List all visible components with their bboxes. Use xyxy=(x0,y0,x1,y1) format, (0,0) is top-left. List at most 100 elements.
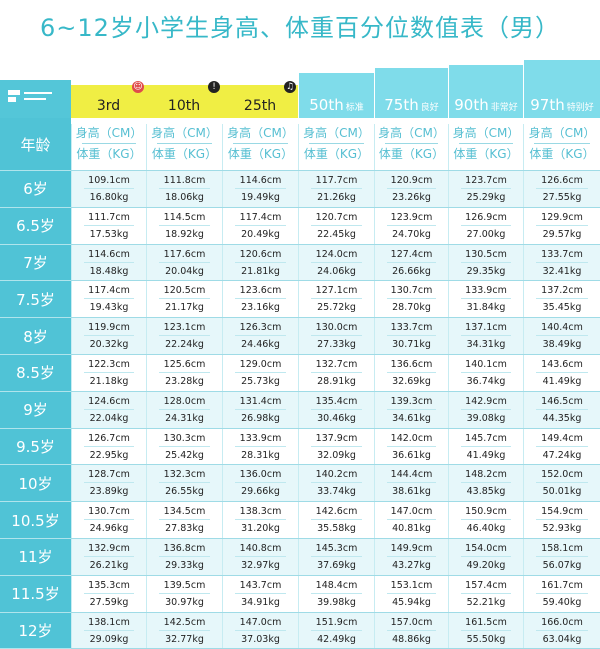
weight-value: 26.98kg xyxy=(241,412,280,424)
height-value: 117.7cm xyxy=(315,175,358,186)
weight-label: 体重（KG） xyxy=(378,147,445,161)
table-cell: 123.6cm 23.16kg xyxy=(222,281,298,319)
measure-subheader: 身高（CM） 体重（KG） xyxy=(523,124,600,171)
height-value: 131.4cm xyxy=(239,395,282,407)
height-value: 139.3cm xyxy=(390,395,433,407)
height-value: 142.0cm xyxy=(390,432,433,444)
weight-value: 19.49kg xyxy=(241,192,280,203)
age-label: 11岁 xyxy=(0,539,71,576)
weight-value: 20.04kg xyxy=(165,265,204,277)
weight-value: 24.96kg xyxy=(89,523,129,535)
weight-value: 41.49kg xyxy=(542,376,582,387)
weight-label: 体重（KG） xyxy=(303,147,370,161)
weight-value: 39.98kg xyxy=(317,596,356,608)
height-value: 111.7cm xyxy=(88,211,130,223)
row-divider xyxy=(71,280,600,282)
height-value: 137.1cm xyxy=(465,322,507,334)
percentile-header-97th: 97th 特别好 xyxy=(523,60,600,118)
height-value: 133.7cm xyxy=(390,322,433,334)
table-cell: 130.7cm 28.70kg xyxy=(374,281,448,319)
percentile-tag: 良好 xyxy=(420,103,439,113)
cell-divider xyxy=(235,372,286,373)
table-cell: 132.3cm 26.55kg xyxy=(146,465,222,503)
weight-value: 23.16kg xyxy=(241,302,280,314)
cell-divider xyxy=(311,335,362,337)
cell-divider xyxy=(387,372,436,373)
table-cell: 161.7cm 59.40kg xyxy=(523,575,600,613)
cell-divider xyxy=(536,482,588,484)
height-value: 120.9cm xyxy=(390,175,433,186)
height-value: 140.8cm xyxy=(239,543,282,554)
weight-value: 59.40kg xyxy=(542,596,582,608)
subheader-divider xyxy=(233,143,288,144)
table-cell: 151.9cm 42.49kg xyxy=(298,612,374,649)
weight-value: 29.35kg xyxy=(466,265,506,277)
cell-divider xyxy=(235,592,286,594)
table-cell: 137.1cm 34.31kg xyxy=(448,318,523,355)
weight-value: 45.94kg xyxy=(392,596,431,608)
weight-value: 31.84kg xyxy=(466,302,506,314)
age-label: 9岁 xyxy=(0,392,71,429)
age-label: 9.5岁 xyxy=(0,429,71,466)
table-cell: 153.1cm 45.94kg xyxy=(374,575,448,613)
height-value: 127.4cm xyxy=(390,248,433,260)
weight-value: 43.27kg xyxy=(392,560,431,571)
height-value: 161.7cm xyxy=(541,579,583,591)
cell-divider xyxy=(536,188,588,189)
table-cell: 140.1cm 36.74kg xyxy=(448,355,523,392)
cell-divider xyxy=(536,224,588,226)
row-divider xyxy=(71,574,600,576)
table-cell: 157.4cm 52.21kg xyxy=(448,575,523,613)
weight-value: 28.31kg xyxy=(241,449,280,461)
weight-value: 16.80kg xyxy=(89,192,129,203)
table-cell: 129.9cm 29.57kg xyxy=(523,207,600,245)
subheader-divider xyxy=(157,143,212,144)
height-value: 130.5cm xyxy=(465,248,507,260)
weight-value: 29.33kg xyxy=(165,560,204,571)
height-value: 126.3cm xyxy=(239,322,282,334)
height-value: 154.0cm xyxy=(465,543,507,554)
height-value: 120.5cm xyxy=(163,285,206,297)
height-value: 114.6cm xyxy=(88,248,130,260)
table-cell: 126.9cm 27.00kg xyxy=(448,207,523,245)
measure-subheader: 身高（CM） 体重（KG） xyxy=(298,124,374,171)
cell-divider xyxy=(311,188,362,189)
weight-value: 25.72kg xyxy=(317,302,356,314)
height-value: 149.9cm xyxy=(390,543,433,554)
height-value: 120.6cm xyxy=(239,248,282,260)
table-cell: 150.9cm 46.40kg xyxy=(448,502,523,539)
cell-divider xyxy=(235,556,286,557)
cell-divider xyxy=(536,629,588,631)
table-cell: 125.6cm 23.28kg xyxy=(146,355,222,392)
cell-divider xyxy=(159,519,210,521)
percentile-header-50th: 50th 标准 xyxy=(298,73,374,118)
subheader-divider xyxy=(82,143,136,144)
cell-divider xyxy=(461,592,511,594)
height-value: 140.2cm xyxy=(315,469,358,481)
percentile-header-25th: 25th xyxy=(222,85,298,118)
table-cell: 120.7cm 22.45kg xyxy=(298,207,374,245)
height-value: 136.0cm xyxy=(239,469,282,481)
table-cell: 126.6cm 27.55kg xyxy=(523,171,600,208)
table-cell: 136.8cm 29.33kg xyxy=(146,539,222,576)
cell-divider xyxy=(311,445,362,447)
weight-value: 31.20kg xyxy=(241,523,280,535)
page-title: 6~12岁小学生身高、体重百分位数值表（男） xyxy=(40,14,560,42)
cell-divider xyxy=(536,372,588,373)
height-value: 133.7cm xyxy=(541,248,583,260)
table-cell: 140.8cm 32.97kg xyxy=(222,539,298,576)
weight-value: 37.03kg xyxy=(241,633,280,645)
age-label: 8岁 xyxy=(0,318,71,355)
table-cell: 152.0cm 50.01kg xyxy=(523,465,600,503)
row-divider xyxy=(71,501,600,503)
weight-label: 体重（KG） xyxy=(151,147,218,161)
height-value: 120.7cm xyxy=(315,211,358,223)
table-cell: 129.0cm 25.73kg xyxy=(222,355,298,392)
table-cell: 119.9cm 20.32kg xyxy=(71,318,146,355)
table-cell: 130.7cm 24.96kg xyxy=(71,502,146,539)
cell-divider xyxy=(235,408,286,410)
cell-divider xyxy=(461,224,511,226)
table-cell: 133.9cm 31.84kg xyxy=(448,281,523,319)
cell-divider xyxy=(159,335,210,337)
table-cell: 144.4cm 38.61kg xyxy=(374,465,448,503)
